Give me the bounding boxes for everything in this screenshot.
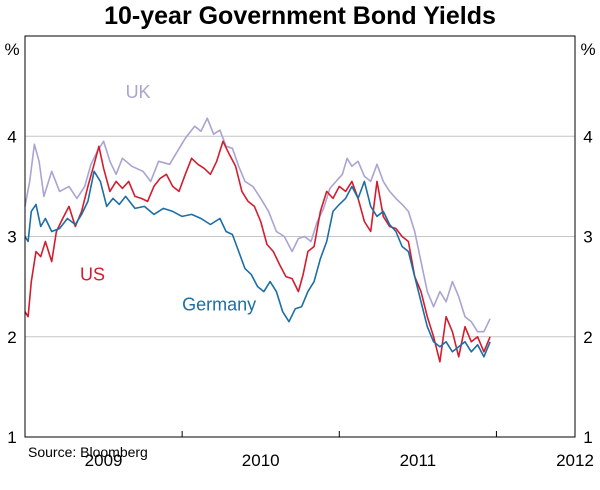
y-tick-label-right-2: 2 xyxy=(583,328,592,347)
x-tick-label-2010: 2010 xyxy=(242,451,280,470)
series-label-us: US xyxy=(80,265,105,285)
y-tick-label-right-3: 3 xyxy=(583,228,592,247)
y-tick-label-right-4: 4 xyxy=(583,127,592,146)
y-tick-label-left-3: 3 xyxy=(7,228,16,247)
x-tick-label-2009: 2009 xyxy=(85,451,123,470)
y-tick-label-left-4: 4 xyxy=(7,127,16,146)
series-line-uk xyxy=(24,117,491,333)
y-tick-label-left-1: 1 xyxy=(7,428,16,447)
series-labels: UK US Germany xyxy=(80,82,256,315)
plot-frame xyxy=(24,35,576,438)
y-tick-label-right-1: 1 xyxy=(583,428,592,447)
x-tick-label-2011: 2011 xyxy=(400,451,437,470)
series-label-germany: Germany xyxy=(182,295,256,315)
series-label-uk: UK xyxy=(126,82,151,102)
axis-ticks: 1 1 2 2 3 3 4 4 2009 2010 2011 2012 xyxy=(7,127,594,470)
series-line-us xyxy=(24,140,491,363)
chart-title: 10-year Government Bond Yields xyxy=(104,2,496,30)
left-unit-label: % xyxy=(4,40,19,59)
right-unit-label: % xyxy=(580,40,595,59)
source-note: Source: Bloomberg xyxy=(28,444,148,460)
y-tick-label-left-2: 2 xyxy=(7,328,16,347)
x-tick-label-2012: 2012 xyxy=(556,451,594,470)
series-lines xyxy=(24,117,491,363)
series-line-germany xyxy=(24,170,491,358)
gridlines xyxy=(25,135,575,338)
